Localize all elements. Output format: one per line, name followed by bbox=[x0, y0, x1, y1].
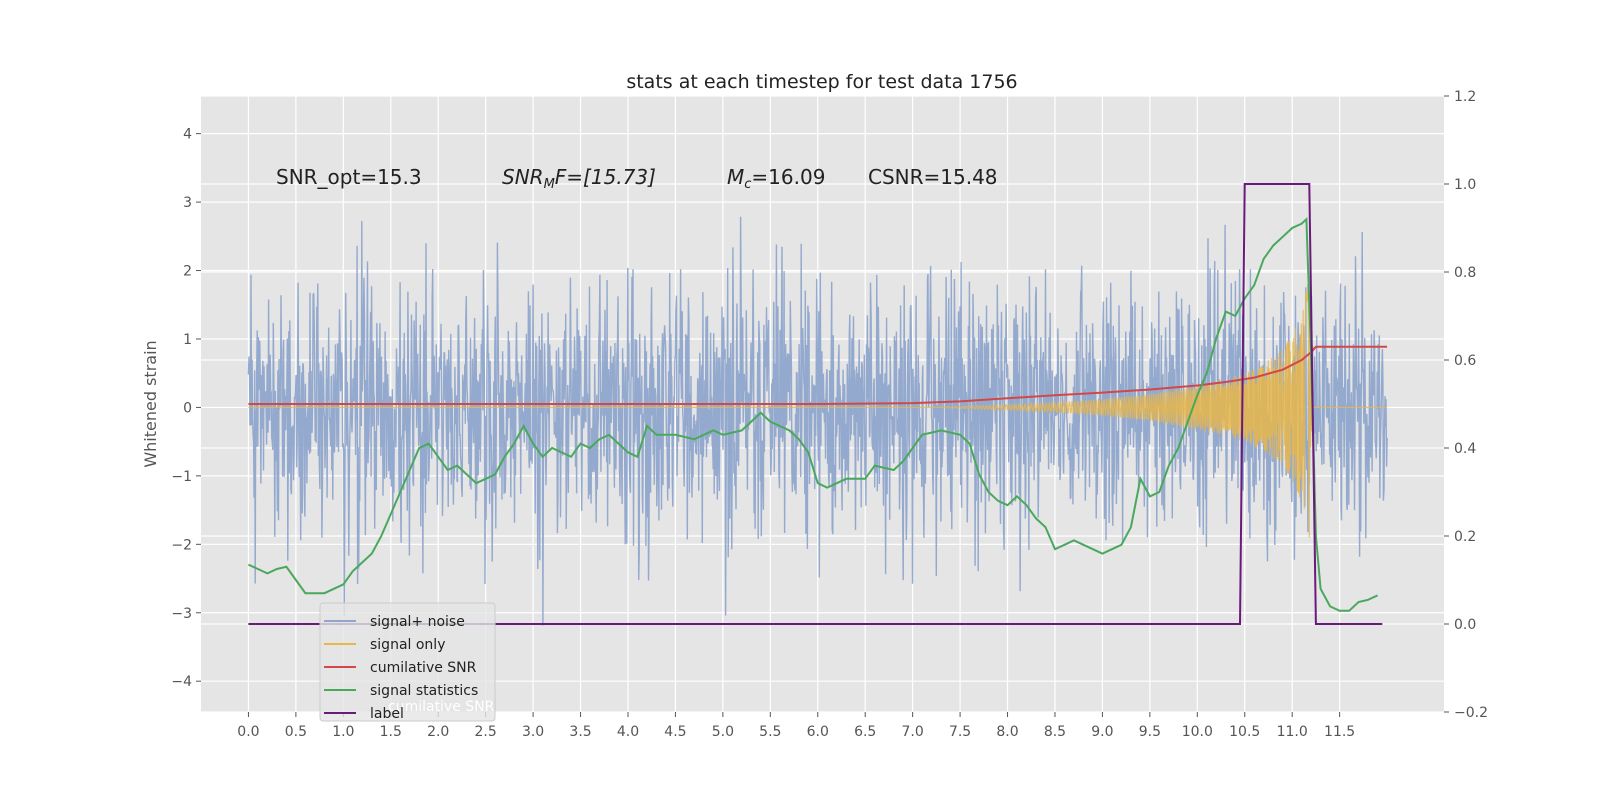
x-tick-label: 1.5 bbox=[380, 724, 402, 740]
y2-axis-ticks: 1.2 1.0 0.8 0.6 0.4 0.2 0.0 −0.2 bbox=[1444, 89, 1488, 721]
y-axis-label: Whitened strain bbox=[141, 340, 160, 467]
y-tick-label: 1 bbox=[183, 332, 192, 348]
y2-tick-label: 0.4 bbox=[1454, 441, 1476, 457]
y2-tick-label: 0.6 bbox=[1454, 353, 1476, 369]
y2-tick-label: 0.2 bbox=[1454, 529, 1476, 545]
series-signal-only bbox=[248, 284, 1388, 538]
annotation-csnr: CSNR=15.48 bbox=[868, 165, 998, 189]
x-tick-label: 5.5 bbox=[759, 724, 781, 740]
series-signal-noise bbox=[247, 216, 1388, 626]
series-signal-statistics bbox=[247, 216, 1379, 612]
annotation-snr-opt: SNR_opt=15.3 bbox=[276, 165, 422, 189]
x-tick-label: 4.5 bbox=[664, 724, 686, 740]
y-tick-label: −4 bbox=[171, 674, 192, 690]
annotation-snr-mf: SNRMF=[15.73] bbox=[502, 165, 656, 192]
x-tick-label: 9.5 bbox=[1139, 724, 1161, 740]
y2-tick-label: 0.0 bbox=[1454, 617, 1476, 633]
x-tick-label: 11.5 bbox=[1324, 724, 1355, 740]
y-tick-label: −2 bbox=[171, 537, 192, 553]
y2-tick-label: 1.2 bbox=[1454, 89, 1476, 105]
legend-label: signal statistics bbox=[370, 683, 478, 699]
series-cumilative-snr bbox=[248, 345, 1388, 405]
legend-label: label bbox=[370, 706, 404, 722]
x-tick-label: 9.0 bbox=[1091, 724, 1113, 740]
annotation-mc: Mc=16.09 bbox=[727, 165, 825, 192]
x-tick-label: 2.0 bbox=[427, 724, 449, 740]
x-tick-label: 4.0 bbox=[617, 724, 639, 740]
legend-box bbox=[319, 602, 496, 722]
x-tick-label: 10.5 bbox=[1229, 724, 1260, 740]
x-tick-label: 0.0 bbox=[237, 724, 259, 740]
legend-hidden-text: cumilative SNR bbox=[388, 699, 495, 715]
x-tick-label: 6.5 bbox=[854, 724, 876, 740]
series-label bbox=[248, 183, 1383, 625]
x-tick-label: 7.0 bbox=[902, 724, 924, 740]
x-tick-label: 1.0 bbox=[332, 724, 354, 740]
x-tick-label: 3.0 bbox=[522, 724, 544, 740]
chart-title: stats at each timestep for test data 175… bbox=[626, 71, 1017, 93]
x-tick-label: 10.0 bbox=[1182, 724, 1213, 740]
x-axis-ticks: 0.0 0.5 1.0 1.5 2.0 2.5 3.0 3.5 4.0 4.5 5.0 5.5 6.0 6… bbox=[237, 712, 1355, 740]
y-tick-label: 0 bbox=[183, 400, 192, 416]
y-tick-label: −3 bbox=[171, 606, 192, 622]
x-tick-label: 0.5 bbox=[285, 724, 307, 740]
legend: cumilative SNR signal+ noise signal only c… bbox=[319, 602, 496, 722]
x-tick-label: 6.0 bbox=[807, 724, 829, 740]
x-tick-label: 8.5 bbox=[1044, 724, 1066, 740]
x-tick-label: 7.5 bbox=[949, 724, 971, 740]
y2-tick-label: 1.0 bbox=[1454, 177, 1476, 193]
legend-label: signal only bbox=[370, 637, 445, 653]
y-tick-label: −1 bbox=[171, 469, 192, 485]
legend-label: cumilative SNR bbox=[370, 660, 477, 676]
x-tick-label: 8.0 bbox=[996, 724, 1018, 740]
x-tick-label: 11.0 bbox=[1277, 724, 1308, 740]
x-tick-label: 3.5 bbox=[569, 724, 591, 740]
y-tick-label: 2 bbox=[183, 264, 192, 280]
y-axis-ticks: 4 3 2 1 0 −1 −2 −3 −4 bbox=[171, 127, 201, 690]
y-tick-label: 4 bbox=[183, 127, 192, 143]
series-layer bbox=[247, 183, 1388, 626]
y2-tick-label: 0.8 bbox=[1454, 265, 1476, 281]
y-tick-label: 3 bbox=[183, 195, 192, 211]
x-tick-label: 5.0 bbox=[712, 724, 734, 740]
legend-label: signal+ noise bbox=[370, 614, 465, 630]
y2-tick-label: −0.2 bbox=[1454, 705, 1488, 721]
x-tick-label: 2.5 bbox=[475, 724, 497, 740]
